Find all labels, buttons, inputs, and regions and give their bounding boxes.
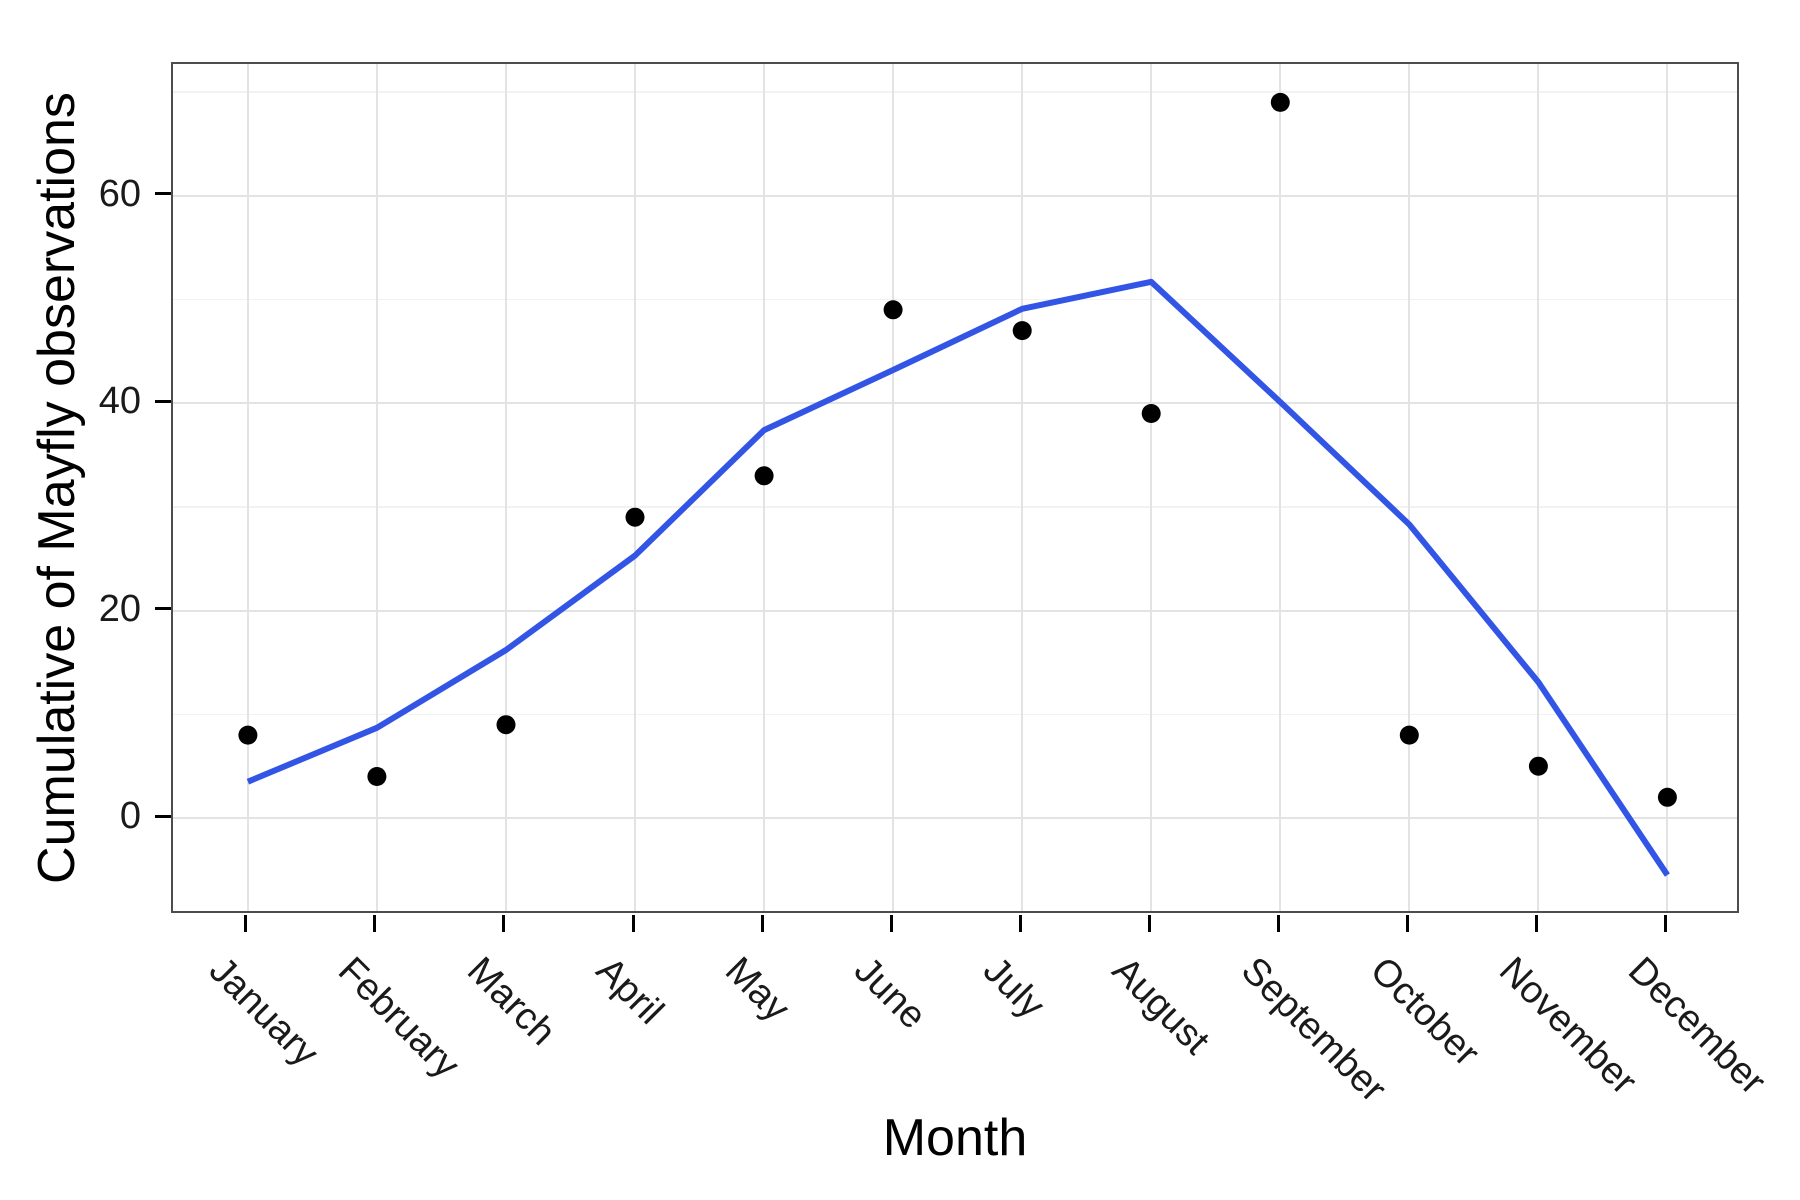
gridline-major-vertical [763, 64, 766, 911]
data-point-july [1012, 321, 1032, 341]
y-tick-label: 0 [119, 795, 141, 838]
y-tick-label: 20 [98, 587, 141, 630]
data-point-june [883, 300, 903, 320]
gridline-major-horizontal [173, 194, 1737, 197]
data-point-january [238, 725, 258, 745]
gridline-major-vertical [1408, 64, 1411, 911]
x-tick-label-december: December [1620, 949, 1775, 1103]
data-point-august [1141, 404, 1161, 423]
y-tick-label: 40 [98, 380, 141, 423]
x-tick-mark [244, 915, 248, 932]
y-tick-mark [155, 192, 171, 196]
gridline-major-vertical [1537, 64, 1540, 911]
gridline-major-vertical [375, 64, 378, 911]
data-point-april [625, 507, 645, 527]
x-tick-label-march: March [458, 949, 564, 1054]
gridline-minor-horizontal [173, 91, 1737, 93]
x-tick-mark [1663, 915, 1667, 932]
x-tick-label-june: June [846, 949, 935, 1038]
y-tick-mark [155, 607, 171, 611]
gridline-major-vertical [246, 64, 249, 911]
x-tick-label-july: July [975, 949, 1053, 1027]
gridline-major-vertical [1279, 64, 1282, 911]
x-tick-label-january: January [200, 949, 327, 1075]
plot-area-svg [238, 92, 1677, 877]
x-tick-mark [1534, 915, 1538, 932]
gridline-major-vertical [1150, 64, 1153, 911]
gridline-major-horizontal [173, 609, 1737, 612]
gridline-minor-horizontal [173, 506, 1737, 508]
data-point-may [754, 466, 774, 486]
data-point-november [1528, 756, 1548, 776]
x-tick-mark [373, 915, 377, 932]
x-tick-mark [1147, 915, 1151, 932]
gridline-major-vertical [1666, 64, 1669, 911]
gridline-major-vertical [1021, 64, 1024, 911]
data-point-february [367, 767, 387, 786]
gridline-minor-horizontal [173, 713, 1737, 716]
data-point-september [1270, 92, 1290, 112]
gridline-major-vertical [504, 64, 507, 911]
x-tick-mark [1276, 915, 1280, 932]
x-tick-mark [1018, 915, 1022, 932]
loess-smooth-line [246, 278, 1670, 877]
gridline-major-horizontal [173, 817, 1737, 820]
y-tick-mark [155, 399, 171, 403]
x-tick-label-august: August [1104, 949, 1218, 1063]
gridline-major-horizontal [173, 402, 1737, 405]
data-point-december [1657, 787, 1677, 807]
x-tick-mark [1405, 915, 1409, 932]
gridline-minor-horizontal [173, 298, 1737, 301]
x-tick-label-november: November [1491, 949, 1646, 1103]
x-tick-mark [631, 915, 635, 932]
x-tick-label-october: October [1362, 949, 1488, 1075]
x-tick-label-february: February [329, 949, 468, 1087]
data-point-october [1399, 725, 1419, 745]
chart-panel [171, 62, 1739, 913]
y-tick-label: 60 [98, 172, 141, 215]
x-tick-mark [502, 915, 506, 932]
gridline-major-vertical [892, 64, 895, 911]
x-axis-title: Month [882, 1109, 1028, 1167]
x-tick-mark [760, 915, 764, 932]
gridline-major-vertical [634, 64, 636, 911]
x-tick-mark [889, 915, 893, 932]
data-point-march [496, 715, 516, 735]
x-tick-label-may: May [717, 949, 798, 1030]
x-tick-label-april: April [588, 949, 672, 1033]
y-tick-mark [155, 814, 171, 818]
